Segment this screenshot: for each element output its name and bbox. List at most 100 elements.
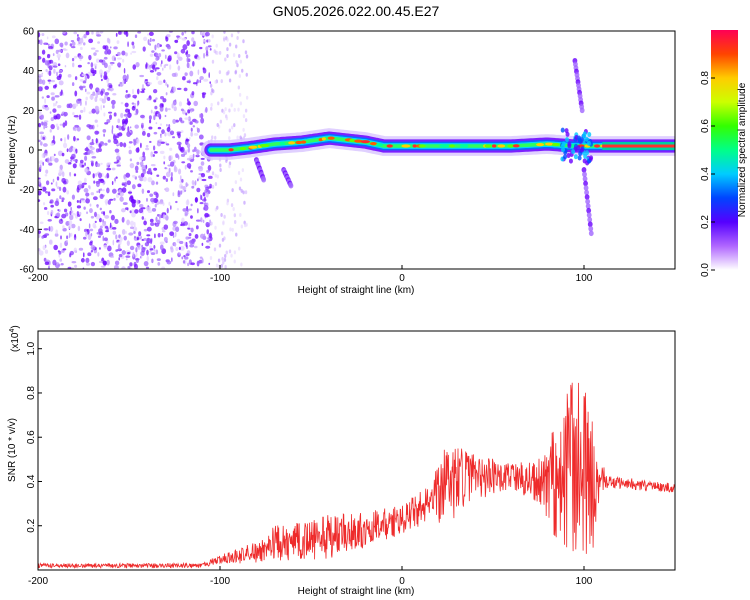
spectrogram-noise-cell <box>155 112 158 117</box>
spectrogram-noise-cell <box>76 205 82 209</box>
spectrogram-noise-cell <box>156 174 160 177</box>
spectrogram-noise-cell <box>228 78 232 83</box>
spectrogram-noise-cell <box>230 203 234 208</box>
spectrogram-noise-cell <box>245 72 248 77</box>
spectrogram-noise-cell <box>150 252 156 256</box>
spectrogram-burst-cell <box>563 154 568 160</box>
spectrogram-noise-cell <box>132 44 135 49</box>
spectrogram-noise-cell <box>167 57 172 62</box>
spectrogram-burst-cell <box>584 136 589 142</box>
spectrogram-noise-cell <box>93 225 97 229</box>
spectrogram-side-streak <box>579 107 585 114</box>
spectrogram-noise-cell <box>95 148 100 153</box>
spectrogram-noise-cell <box>63 208 68 213</box>
spectrogram-noise-cell <box>180 48 186 54</box>
spectrogram-noise-cell <box>170 247 174 253</box>
spectrogram-noise-cell <box>43 42 49 45</box>
spectrogram-noise-cell <box>155 216 158 223</box>
spectrogram-noise-cell <box>239 59 243 64</box>
spectrogram-y-label: Frequency (Hz) <box>7 116 18 185</box>
spectrogram-noise-cell <box>88 143 91 149</box>
spectrogram-signal-peak <box>354 139 363 143</box>
spectrogram-noise-cell <box>220 98 223 103</box>
spectrogram-noise-cell <box>155 56 159 61</box>
spectrogram-noise-cell <box>175 153 179 158</box>
snr-x-tick-label: 100 <box>576 576 593 587</box>
spectrogram-noise-cell <box>160 96 165 100</box>
spectrogram-noise-cell <box>218 243 222 248</box>
spectrogram-noise-cell <box>184 256 189 260</box>
spectrogram-noise-cell <box>153 150 158 154</box>
spectrogram-noise-cell <box>87 234 92 240</box>
spectrogram-noise-cell <box>111 128 114 135</box>
spectrogram-noise-cell <box>172 86 176 93</box>
spectrogram-noise-cell <box>238 186 242 191</box>
spectrogram-noise-cell <box>85 73 89 76</box>
spectrogram-noise-cell <box>141 216 145 220</box>
spectrogram-noise-cell <box>220 79 223 84</box>
spectrogram-side-streak <box>587 216 593 223</box>
spectrogram-noise-cell <box>188 106 191 110</box>
spectrogram-noise-cell <box>171 103 174 109</box>
spectrogram-noise-cell <box>50 124 55 130</box>
spectrogram-noise-cell <box>149 250 152 253</box>
spectrogram-burst-cell <box>577 135 582 141</box>
spectrogram-noise-cell <box>126 131 131 138</box>
spectrogram-noise-cell <box>119 81 123 85</box>
spectrogram-noise-cell <box>91 138 94 144</box>
spectrogram-noise-cell <box>213 49 216 54</box>
spectrogram-noise-cell <box>239 177 243 182</box>
spectrogram-noise-cell <box>48 45 54 49</box>
spectrogram-noise-cell <box>51 60 54 64</box>
spectrogram-noise-cell <box>238 74 242 79</box>
spectrogram-noise-cell <box>43 121 48 126</box>
spectrogram-noise-cell <box>154 105 158 110</box>
spectrogram-noise-cell <box>186 56 189 63</box>
spectrogram-noise-cell <box>64 41 68 46</box>
spectrogram-noise-cell <box>93 63 98 67</box>
spectrogram-noise-cell <box>127 93 131 98</box>
spectrogram-noise-cell <box>176 207 180 211</box>
spectrogram-noise-cell <box>194 180 197 186</box>
spectrogram-noise-cell <box>117 62 122 68</box>
spectrogram-noise-cell <box>78 183 82 190</box>
spectrogram-noise-cell <box>202 67 207 74</box>
spectrogram-noise-cell <box>230 103 233 108</box>
spectrogram-noise-cell <box>199 256 203 259</box>
spectrogram-noise-cell <box>185 112 188 116</box>
spectrogram-noise-cell <box>79 199 82 204</box>
spectrogram-noise-cell <box>195 149 201 155</box>
spectrogram-noise-cell <box>62 225 65 229</box>
spectrogram-signal-peak <box>484 144 492 148</box>
spectrogram-noise-cell <box>155 122 158 125</box>
spectrogram-noise-cell <box>164 167 167 170</box>
spectrogram-noise-cell <box>60 218 63 222</box>
spectrogram-noise-cell <box>179 245 185 251</box>
spectrogram-noise-cell <box>155 181 159 185</box>
spectrogram-noise-cell <box>41 121 44 126</box>
spectrogram-noise-cell <box>128 149 132 155</box>
spectrogram-noise-cell <box>94 105 100 112</box>
spectrogram-noise-cell <box>122 202 128 205</box>
spectrogram-side-streak <box>588 230 594 237</box>
spectrogram-noise-cell <box>75 148 78 154</box>
spectrogram-noise-cell <box>40 135 43 140</box>
spectrogram-side-streak <box>585 203 591 209</box>
spectrogram-noise-cell <box>38 79 43 85</box>
spectrogram-noise-cell <box>103 133 105 137</box>
spectrogram-noise-cell <box>166 260 172 265</box>
spectrogram-noise-cell <box>182 44 188 51</box>
spectrogram-noise-cell <box>71 223 76 229</box>
spectrogram-x-tick-label: -100 <box>210 273 230 284</box>
spectrogram-noise-cell <box>172 118 177 124</box>
spectrogram-noise-cell <box>49 111 52 114</box>
spectrogram-noise-cell <box>142 151 146 157</box>
snr-series-line <box>38 382 675 570</box>
spectrogram-noise-cell <box>86 74 90 79</box>
spectrogram-noise-cell <box>135 247 138 253</box>
spectrogram-noise-cell <box>121 250 126 256</box>
spectrogram-noise-cell <box>189 239 194 245</box>
spectrogram-noise-cell <box>48 70 52 77</box>
spectrogram-noise-cell <box>141 246 146 253</box>
spectrogram-noise-cell <box>186 143 191 149</box>
